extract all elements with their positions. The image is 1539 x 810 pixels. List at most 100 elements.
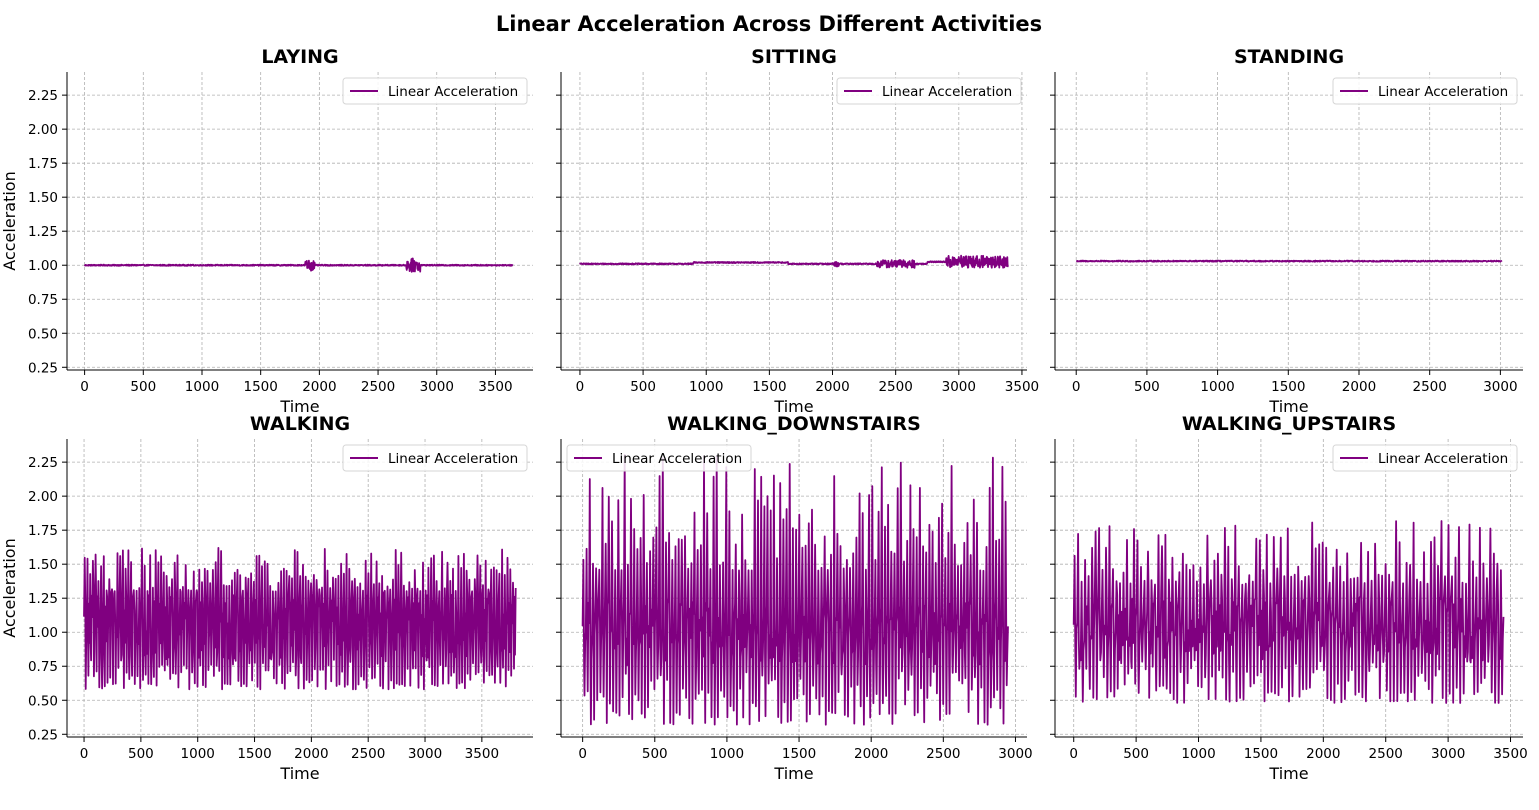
legend: Linear Acceleration	[836, 77, 1022, 105]
legend-box	[1332, 77, 1518, 105]
x-tick-label: 2000	[302, 379, 336, 395]
y-tick-label: 2.00	[28, 489, 58, 505]
x-tick-label: 500	[630, 379, 656, 395]
x-tick-label: 500	[1123, 746, 1149, 762]
x-axis-label: Time	[1268, 764, 1308, 783]
legend-box	[342, 77, 528, 105]
series-line	[579, 254, 1009, 269]
series-line	[83, 547, 517, 691]
x-tick-label: 0	[80, 746, 89, 762]
x-tick-label: 2000	[1306, 746, 1340, 762]
x-tick-label: 1000	[689, 379, 723, 395]
series-line	[1072, 520, 1505, 704]
x-tick-label: 0	[1069, 746, 1078, 762]
x-tick-label: 2500	[361, 379, 395, 395]
legend: Linear Acceleration	[342, 444, 528, 472]
legend-label: Linear Acceleration	[612, 451, 742, 467]
x-tick-label: 3500	[478, 379, 512, 395]
x-tick-label: 3000	[1483, 379, 1517, 395]
x-tick-label: 2000	[294, 746, 328, 762]
subplot-standing: 0 500 1000 1500 2000 2500 3000 STANDING Time Line…	[1050, 46, 1523, 416]
subplot-title: SITTING	[751, 46, 837, 68]
x-tick-label: 3500	[1005, 379, 1039, 395]
y-tick-label: 2.25	[28, 455, 58, 471]
y-axis-label: Acceleration	[0, 538, 19, 637]
y-tick-label: 1.25	[28, 591, 58, 607]
y-tick-label: 1.25	[28, 224, 58, 240]
subplot-walking: 0 500 1000 1500 2000 2500 3000 3500 0.25 0.50 0.75…	[0, 413, 533, 783]
x-tick-label: 3000	[998, 746, 1032, 762]
legend-label: Linear Acceleration	[388, 84, 518, 100]
subplot-title: STANDING	[1234, 46, 1344, 68]
x-tick-label: 1000	[1200, 379, 1234, 395]
figure-title: Linear Acceleration Across Different Act…	[496, 12, 1042, 36]
y-tick-label: 0.75	[28, 659, 58, 675]
x-tick-label: 1500	[243, 379, 277, 395]
x-tick-label: 3000	[420, 379, 454, 395]
series-line	[1075, 259, 1503, 263]
subplot-walking-downstairs: 0 500 1000 1500 2000 2500 3000 WALKING_DOWNSTAI…	[556, 413, 1033, 783]
y-tick-label: 0.25	[28, 360, 58, 376]
x-tick-label: 1000	[1181, 746, 1215, 762]
x-tick-label: 1000	[185, 379, 219, 395]
x-axis-label: Time	[1268, 397, 1308, 416]
x-tick-label: 0	[1072, 379, 1081, 395]
x-axis-label: Time	[773, 397, 813, 416]
legend: Linear Acceleration	[1332, 444, 1518, 472]
x-tick-label: 0	[578, 746, 587, 762]
x-tick-label: 1500	[237, 746, 271, 762]
y-tick-label: 1.00	[28, 625, 58, 641]
legend-label: Linear Acceleration	[882, 84, 1012, 100]
subplot-title: LAYING	[261, 46, 338, 68]
legend: Linear Acceleration	[566, 444, 752, 472]
subplot-sitting: 0 500 1000 1500 2000 2500 3000 3500 SITTING Time L…	[556, 46, 1039, 416]
x-axis-label: Time	[279, 397, 319, 416]
x-tick-label: 2500	[878, 379, 912, 395]
series-line	[83, 257, 514, 273]
legend-box	[1332, 444, 1518, 472]
y-tick-label: 0.50	[28, 693, 58, 709]
x-tick-label: 2500	[351, 746, 385, 762]
subplot-title: WALKING	[250, 413, 350, 435]
y-tick-label: 0.50	[28, 326, 58, 342]
y-tick-label: 1.75	[28, 523, 58, 539]
legend-label: Linear Acceleration	[1378, 84, 1508, 100]
y-tick-label: 0.25	[28, 727, 58, 743]
legend-box	[342, 444, 528, 472]
x-axis-label: Time	[279, 764, 319, 783]
x-tick-label: 1500	[1271, 379, 1305, 395]
x-tick-label: 3000	[942, 379, 976, 395]
x-tick-label: 3500	[465, 746, 499, 762]
x-tick-label: 1500	[752, 379, 786, 395]
legend-box	[836, 77, 1022, 105]
x-tick-label: 1000	[710, 746, 744, 762]
x-tick-label: 1000	[181, 746, 215, 762]
subplot-title: WALKING_DOWNSTAIRS	[667, 413, 921, 435]
x-tick-label: 2500	[1369, 746, 1403, 762]
x-tick-label: 500	[1134, 379, 1160, 395]
x-tick-label: 2000	[1342, 379, 1376, 395]
x-tick-label: 0	[80, 379, 89, 395]
x-tick-label: 3000	[1431, 746, 1465, 762]
x-tick-label: 1500	[1244, 746, 1278, 762]
subplot-walking-upstairs: 0 500 1000 1500 2000 2500 3000 3500 WALKING_UPST…	[1050, 413, 1528, 783]
legend-box	[566, 444, 752, 472]
y-tick-label: 0.75	[28, 292, 58, 308]
x-tick-label: 3000	[408, 746, 442, 762]
y-tick-label: 1.50	[28, 190, 58, 206]
y-tick-label: 1.00	[28, 258, 58, 274]
series-line	[581, 454, 1009, 726]
y-tick-label: 1.50	[28, 557, 58, 573]
legend: Linear Acceleration	[342, 77, 528, 105]
y-tick-label: 1.75	[28, 156, 58, 172]
subplot-title: WALKING_UPSTAIRS	[1182, 413, 1396, 435]
subplot-laying: 0 500 1000 1500 2000 2500 3000 3500 0.25 0.50 0.75…	[0, 46, 533, 416]
legend-label: Linear Acceleration	[388, 451, 518, 467]
legend: Linear Acceleration	[1332, 77, 1518, 105]
x-tick-label: 2000	[854, 746, 888, 762]
x-tick-label: 500	[130, 379, 156, 395]
x-tick-label: 500	[128, 746, 154, 762]
y-axis-label: Acceleration	[0, 171, 19, 270]
x-tick-label: 1500	[782, 746, 816, 762]
